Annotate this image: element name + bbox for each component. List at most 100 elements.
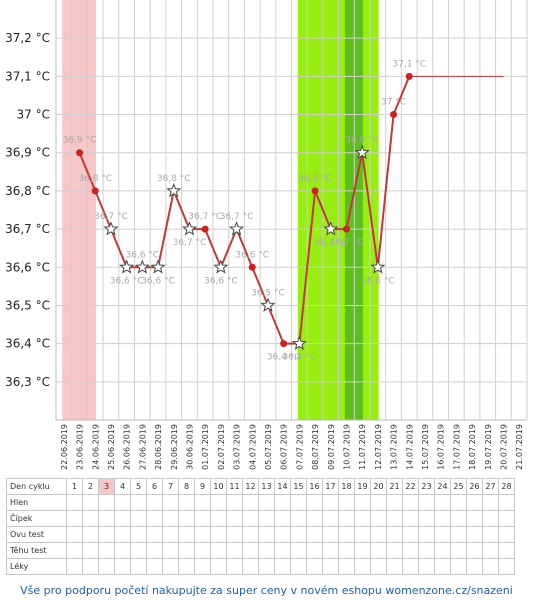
- cycle-cell[interactable]: [82, 542, 99, 559]
- cycle-cell[interactable]: [290, 526, 307, 543]
- cycle-cell[interactable]: [338, 558, 355, 575]
- cycle-cell[interactable]: [306, 494, 323, 511]
- cycle-cell[interactable]: [242, 526, 259, 543]
- cycle-cell[interactable]: [274, 510, 291, 527]
- cycle-cell[interactable]: [226, 494, 243, 511]
- cycle-cell[interactable]: [82, 558, 99, 575]
- cycle-cell[interactable]: [386, 494, 403, 511]
- cycle-cell[interactable]: [402, 510, 419, 527]
- cycle-cell[interactable]: [210, 558, 227, 575]
- cycle-cell[interactable]: [370, 558, 387, 575]
- cycle-cell[interactable]: [498, 542, 515, 559]
- cycle-cell[interactable]: [274, 494, 291, 511]
- cycle-cell[interactable]: [146, 494, 163, 511]
- cycle-cell[interactable]: [450, 558, 467, 575]
- cycle-cell[interactable]: [194, 510, 211, 527]
- cycle-cell[interactable]: [466, 542, 483, 559]
- cycle-cell[interactable]: [146, 558, 163, 575]
- cycle-cell[interactable]: [178, 526, 195, 543]
- cycle-cell[interactable]: [434, 542, 451, 559]
- cycle-cell[interactable]: [434, 494, 451, 511]
- cycle-cell[interactable]: [402, 558, 419, 575]
- cycle-cell[interactable]: [242, 542, 259, 559]
- cycle-cell[interactable]: [130, 542, 147, 559]
- cycle-cell[interactable]: [226, 526, 243, 543]
- cycle-cell[interactable]: [194, 542, 211, 559]
- cycle-cell[interactable]: [98, 526, 115, 543]
- cycle-cell[interactable]: [386, 526, 403, 543]
- cycle-cell[interactable]: [450, 526, 467, 543]
- cycle-cell[interactable]: [418, 542, 435, 559]
- cycle-cell[interactable]: [98, 510, 115, 527]
- cycle-cell[interactable]: [290, 510, 307, 527]
- cycle-cell[interactable]: [322, 542, 339, 559]
- cycle-cell[interactable]: [338, 494, 355, 511]
- cycle-cell[interactable]: [466, 510, 483, 527]
- cycle-cell[interactable]: [290, 494, 307, 511]
- cycle-cell[interactable]: [418, 558, 435, 575]
- cycle-cell[interactable]: [98, 542, 115, 559]
- cycle-cell[interactable]: [226, 558, 243, 575]
- cycle-cell[interactable]: [98, 558, 115, 575]
- cycle-cell[interactable]: [210, 526, 227, 543]
- cycle-cell[interactable]: [290, 542, 307, 559]
- cycle-cell[interactable]: [322, 526, 339, 543]
- cycle-cell[interactable]: [354, 542, 371, 559]
- cycle-cell[interactable]: [242, 558, 259, 575]
- cycle-cell[interactable]: [354, 558, 371, 575]
- cycle-cell[interactable]: [418, 510, 435, 527]
- cycle-cell[interactable]: [114, 542, 131, 559]
- cycle-cell[interactable]: [354, 510, 371, 527]
- cycle-cell[interactable]: [66, 542, 83, 559]
- cycle-cell[interactable]: [290, 558, 307, 575]
- cycle-cell[interactable]: [482, 526, 499, 543]
- cycle-cell[interactable]: [434, 526, 451, 543]
- cycle-cell[interactable]: [274, 558, 291, 575]
- cycle-cell[interactable]: [82, 494, 99, 511]
- cycle-cell[interactable]: [210, 510, 227, 527]
- cycle-cell[interactable]: [306, 542, 323, 559]
- cycle-cell[interactable]: [226, 510, 243, 527]
- cycle-cell[interactable]: [322, 494, 339, 511]
- cycle-cell[interactable]: [402, 494, 419, 511]
- cycle-cell[interactable]: [386, 542, 403, 559]
- cycle-cell[interactable]: [258, 494, 275, 511]
- cycle-cell[interactable]: [258, 542, 275, 559]
- cycle-cell[interactable]: [98, 494, 115, 511]
- cycle-cell[interactable]: [210, 542, 227, 559]
- cycle-cell[interactable]: [130, 510, 147, 527]
- cycle-cell[interactable]: [434, 558, 451, 575]
- cycle-cell[interactable]: [162, 526, 179, 543]
- cycle-cell[interactable]: [498, 510, 515, 527]
- cycle-cell[interactable]: [114, 494, 131, 511]
- cycle-cell[interactable]: [354, 494, 371, 511]
- cycle-cell[interactable]: [370, 510, 387, 527]
- cycle-cell[interactable]: [194, 558, 211, 575]
- cycle-cell[interactable]: [322, 558, 339, 575]
- cycle-cell[interactable]: [130, 558, 147, 575]
- cycle-cell[interactable]: [498, 558, 515, 575]
- cycle-cell[interactable]: [114, 558, 131, 575]
- cycle-cell[interactable]: [210, 494, 227, 511]
- cycle-cell[interactable]: [82, 526, 99, 543]
- cycle-cell[interactable]: [162, 558, 179, 575]
- cycle-cell[interactable]: [178, 542, 195, 559]
- cycle-cell[interactable]: [242, 510, 259, 527]
- cycle-cell[interactable]: [466, 526, 483, 543]
- cycle-cell[interactable]: [162, 494, 179, 511]
- cycle-cell[interactable]: [130, 526, 147, 543]
- cycle-cell[interactable]: [258, 510, 275, 527]
- cycle-cell[interactable]: [306, 510, 323, 527]
- cycle-cell[interactable]: [466, 558, 483, 575]
- cycle-cell[interactable]: [402, 526, 419, 543]
- cycle-cell[interactable]: [482, 542, 499, 559]
- cycle-cell[interactable]: [114, 510, 131, 527]
- cycle-cell[interactable]: [322, 510, 339, 527]
- cycle-cell[interactable]: [482, 558, 499, 575]
- cycle-cell[interactable]: [370, 526, 387, 543]
- cycle-cell[interactable]: [418, 526, 435, 543]
- cycle-cell[interactable]: [178, 494, 195, 511]
- cycle-cell[interactable]: [386, 558, 403, 575]
- cycle-cell[interactable]: [482, 510, 499, 527]
- cycle-cell[interactable]: [66, 526, 83, 543]
